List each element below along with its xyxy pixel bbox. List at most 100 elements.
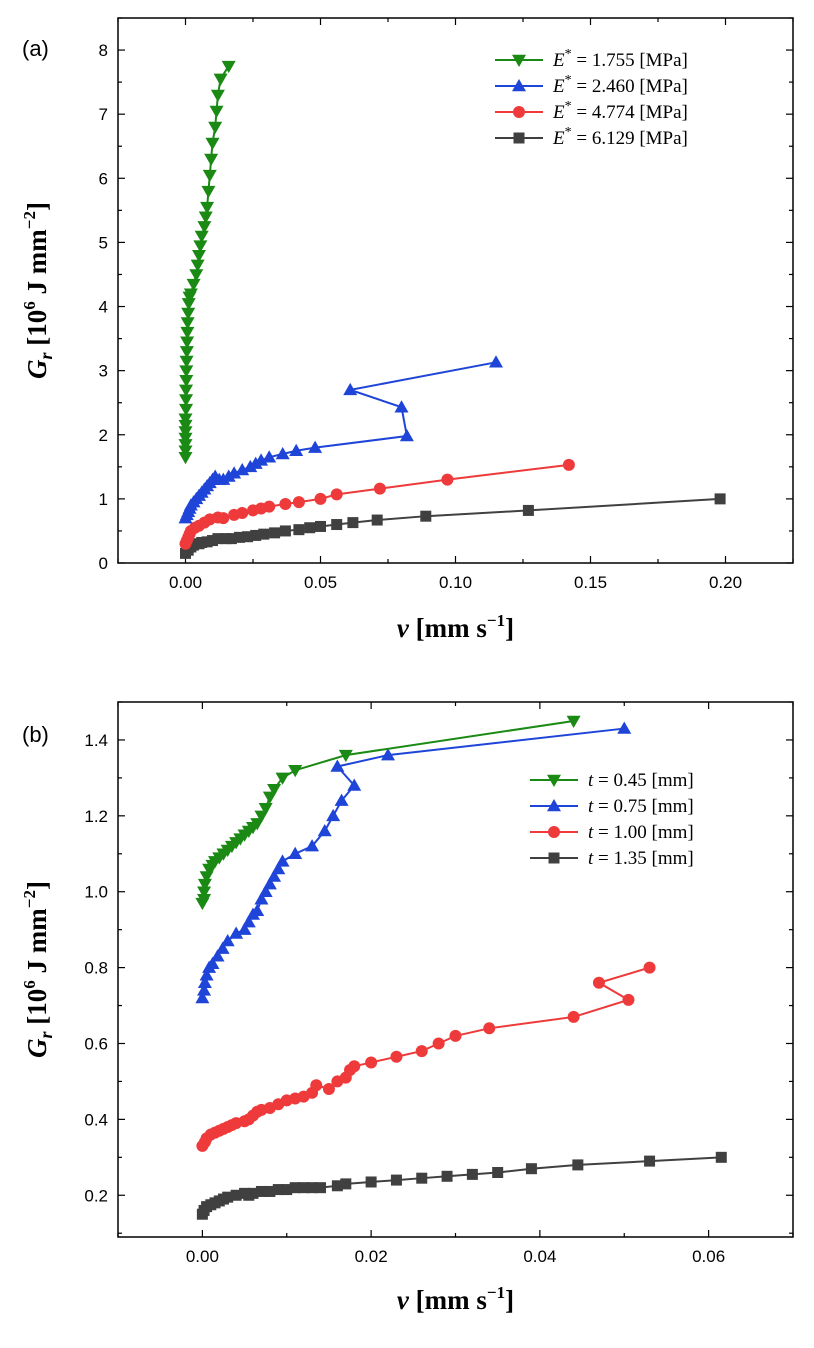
data-point [179,403,194,417]
data-point [197,983,212,996]
data-point [222,1191,234,1203]
data-point [305,839,320,852]
data-point [373,482,386,495]
data-point [178,451,193,465]
data-point [314,492,327,505]
legend-item: E* = 6.129 [MPa] [495,125,688,149]
data-point [334,793,349,806]
data-point [221,469,236,482]
legend-item: t = 1.35 [mm] [530,848,694,869]
y-tick-label: 7 [99,105,108,124]
data-point [205,956,220,970]
data-point [330,759,345,772]
data-point [288,765,303,778]
data-point [288,846,303,860]
data-point [186,278,201,292]
series-1 [178,355,503,524]
text-span: * [565,73,572,88]
data-point [235,463,250,476]
data-point [289,1182,301,1194]
data-point [315,1182,326,1194]
series-line [201,727,625,999]
text-span: −1 [487,611,505,630]
text-span: −2 [20,211,39,229]
data-point [194,230,209,243]
x-tick-label: 0.06 [692,1247,725,1266]
panel-label: (a) [22,36,49,61]
data-point [275,447,290,460]
data-point [243,459,258,473]
legend: t = 0.45 [mm]t = 0.75 [mm]t = 1.00 [mm]t… [530,770,694,869]
data-point [254,453,269,466]
y-tick-label: 2 [99,426,108,445]
data-point [326,808,341,822]
data-point [275,772,290,785]
data-point [416,1172,428,1184]
data-point [200,201,215,215]
text-span: J mm [22,229,52,301]
legend: E* = 1.755 [MPa]E* = 2.460 [MPa]E* = 4.7… [495,47,688,149]
text-span: = 1.00 [mm] [593,822,693,843]
data-point [197,221,212,234]
data-point [279,525,291,537]
data-point [258,802,273,816]
data-point [306,1182,318,1194]
text-span: = 6.129 [MPa] [572,128,688,149]
text-span: E [552,76,565,97]
x-tick-label: 0.05 [304,573,337,592]
text-span: * [565,47,572,62]
y-tick-label: 1 [99,490,108,509]
legend-label: E* = 4.774 [MPa] [552,99,688,123]
text-span: = 0.75 [mm] [593,796,693,817]
data-point [394,400,409,413]
text-span: t [588,796,594,817]
data-point [254,892,269,905]
data-point [210,949,225,962]
series-2 [196,961,656,1152]
data-point [179,394,194,407]
text-span: −2 [20,890,39,908]
legend-item: E* = 4.774 [MPa] [495,99,688,123]
text-span: ] [505,1285,514,1315]
legend-item: E* = 2.460 [MPa] [495,73,688,97]
data-point [622,993,635,1006]
series-2 [179,458,575,550]
x-axis-title: v [mm s−1] [397,1283,514,1315]
y-tick-label: 5 [99,233,108,252]
data-point [289,443,304,457]
data-point [215,941,230,954]
data-point [202,169,217,183]
y-axis-title: Gr [106 J mm−2] [20,202,56,379]
x-tick-label: 0.10 [439,573,472,592]
data-point [263,500,276,513]
series-0 [178,60,236,465]
text-span: = 1.35 [mm] [593,848,693,869]
text-span: = 0.45 [mm] [593,770,693,791]
text-span: r [36,351,56,359]
data-point [489,355,503,368]
y-tick-label: 1.4 [84,731,108,750]
text-span: E [552,102,565,123]
data-point [347,778,362,791]
data-point [415,1045,428,1058]
data-point [221,60,236,74]
text-span: −1 [487,1283,505,1302]
data-point [190,259,205,272]
data-point [205,137,220,151]
series-3 [180,493,726,559]
data-point [262,877,277,890]
data-point [189,269,204,282]
x-tick-label: 0.00 [169,573,202,592]
text-span: G [22,1038,52,1058]
text-span: = 1.755 [MPa] [572,50,688,71]
data-point [178,413,193,426]
data-point [179,355,194,369]
data-point [210,89,225,102]
data-point [230,1189,242,1201]
text-span: G [22,359,52,379]
legend-label: t = 0.75 [mm] [588,796,694,817]
text-span: [10 [22,989,52,1032]
data-point [381,748,395,761]
